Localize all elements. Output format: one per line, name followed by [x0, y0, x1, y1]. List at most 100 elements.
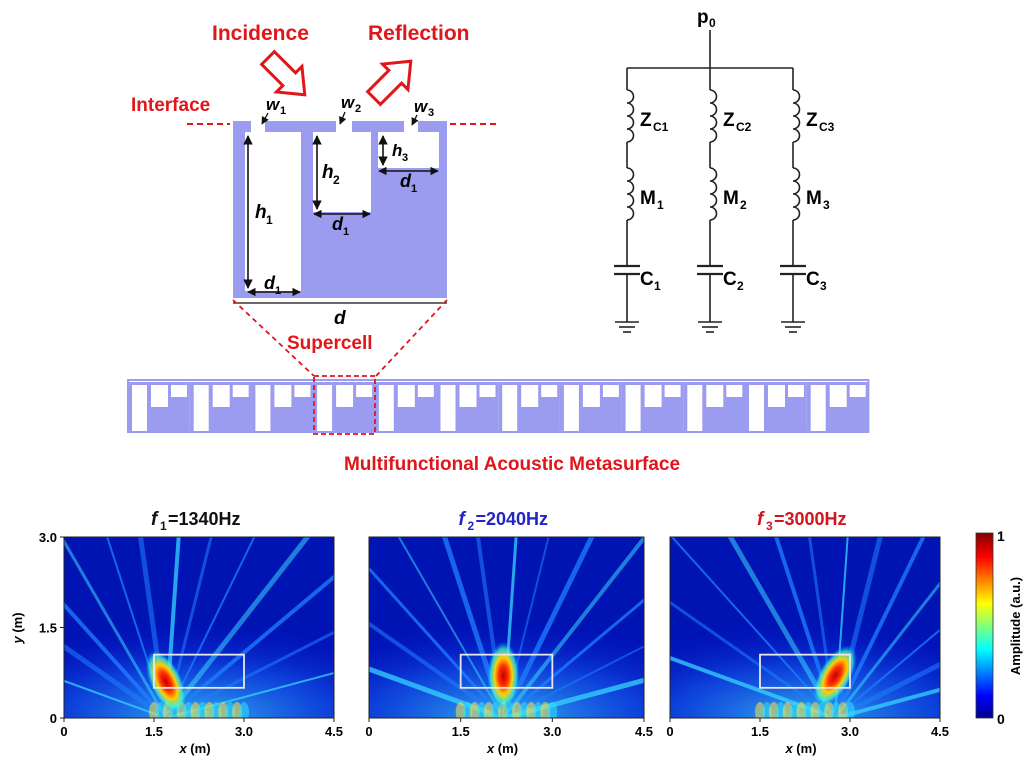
- metasurface-cell: [436, 380, 499, 432]
- svg-text:=1340Hz: =1340Hz: [168, 509, 241, 529]
- interface-label: Interface: [131, 95, 210, 116]
- svg-text:d: d: [264, 273, 276, 293]
- supercell-schematic: Incidence Reflection Interface w 1 w 2: [131, 22, 497, 377]
- svg-text:w: w: [341, 93, 356, 112]
- x-axis-label: x (m): [784, 741, 816, 756]
- y-axis-label: y (m): [10, 612, 25, 644]
- neck-3: [404, 121, 418, 132]
- x-tick-label: 1.5: [751, 724, 769, 739]
- colorbar: 1 0 Amplitude (a.u.): [975, 528, 1023, 727]
- neck-2: [336, 121, 352, 132]
- supercell-solid: [233, 121, 447, 298]
- inductor-m: [709, 167, 718, 221]
- field-beam: [138, 537, 169, 718]
- x-tick-label: 4.5: [931, 724, 949, 739]
- svg-text:1: 1: [654, 279, 661, 293]
- reflection-arrow: [365, 59, 413, 107]
- w1-label: w 1: [261, 95, 286, 125]
- svg-text:3: 3: [428, 107, 434, 119]
- label-zc: Z C3: [806, 110, 835, 134]
- field-beam: [64, 679, 167, 718]
- svg-text:d: d: [400, 171, 412, 191]
- metasurface-cell: [251, 380, 314, 432]
- h1-label: h 1: [255, 202, 273, 227]
- svg-text:2: 2: [468, 519, 475, 533]
- svg-text:C2: C2: [736, 120, 752, 134]
- metasurface-title: Multifunctional Acoustic Metasurface: [344, 454, 680, 475]
- field-beam: [727, 537, 838, 718]
- field-beam: [670, 537, 836, 718]
- svg-text:1: 1: [343, 226, 349, 238]
- field-map-panel: 0 1.5 3.0 4.5 x (m) f 3 =3000Hz: [666, 509, 949, 756]
- x-tick-label: 1.5: [452, 724, 470, 739]
- field-beam: [165, 630, 334, 718]
- field-beam: [165, 671, 334, 718]
- y-tick-label: 3.0: [39, 530, 57, 545]
- label-zc: Z C1: [640, 110, 669, 134]
- y-tick-label: 1.5: [39, 621, 57, 636]
- panel-title: f 2 =2040Hz: [459, 509, 549, 533]
- field-beam: [369, 666, 505, 718]
- incidence-label: Incidence: [212, 22, 309, 45]
- svg-text:d: d: [332, 214, 344, 234]
- field-map-panel: 0 1.5 3.0 4.5 x (m) f 2 =2040Hz: [365, 509, 653, 756]
- field-beam: [833, 661, 940, 718]
- svg-text:3: 3: [820, 279, 827, 293]
- metasurface-cell: [559, 380, 622, 432]
- svg-text:Z: Z: [806, 110, 818, 131]
- colorbar-label: Amplitude (a.u.): [1008, 577, 1023, 675]
- metasurface-cell: [189, 380, 252, 432]
- circuit-branch: [614, 68, 640, 333]
- focal-spot: [813, 645, 857, 707]
- svg-text:2: 2: [333, 173, 340, 187]
- svg-text:f: f: [151, 509, 159, 530]
- x-tick-label: 3.0: [543, 724, 561, 739]
- metasurface-cell: [621, 380, 684, 432]
- y-tick-label: 0: [50, 711, 57, 726]
- zoom-line-left: [232, 299, 315, 377]
- svg-text:M: M: [806, 188, 822, 209]
- svg-text:C: C: [640, 269, 654, 290]
- w3-label: w 3: [411, 97, 434, 126]
- inductor-zc: [709, 89, 718, 143]
- zoom-line-right: [375, 299, 448, 377]
- h2-label: h 2: [322, 162, 340, 187]
- svg-text:2: 2: [737, 279, 744, 293]
- svg-text:1: 1: [266, 213, 273, 227]
- svg-text:3: 3: [402, 152, 408, 164]
- field-beam: [502, 537, 550, 718]
- svg-text:C3: C3: [819, 120, 835, 134]
- field-beam: [475, 537, 506, 718]
- field-beam: [670, 600, 836, 718]
- supercell-label: Supercell: [287, 333, 373, 354]
- svg-text:1: 1: [280, 105, 286, 117]
- selected-supercell-box: [313, 375, 376, 435]
- field-beam: [670, 655, 836, 718]
- svg-text:f: f: [459, 509, 467, 530]
- metasurface-cell: [745, 380, 807, 432]
- metasurface-cell: [128, 380, 190, 432]
- field-beam: [64, 643, 168, 718]
- svg-text:1: 1: [160, 519, 167, 533]
- incidence-arrow: [259, 49, 307, 97]
- panel-title: f 1 =1340Hz: [151, 509, 241, 533]
- field-beam: [106, 537, 167, 718]
- field-beam: [369, 566, 505, 718]
- svg-text:0: 0: [709, 16, 716, 30]
- field-beam: [501, 537, 644, 718]
- x-axis-label: x (m): [178, 741, 210, 756]
- svg-text:h: h: [322, 162, 334, 183]
- svg-text:C: C: [806, 269, 820, 290]
- svg-text:Z: Z: [723, 110, 735, 131]
- x-axis-label: x (m): [486, 741, 518, 756]
- svg-text:C1: C1: [653, 120, 669, 134]
- h3-label: h 3: [392, 141, 408, 164]
- inductor-zc: [792, 89, 801, 143]
- metasurface-strip: [127, 379, 870, 433]
